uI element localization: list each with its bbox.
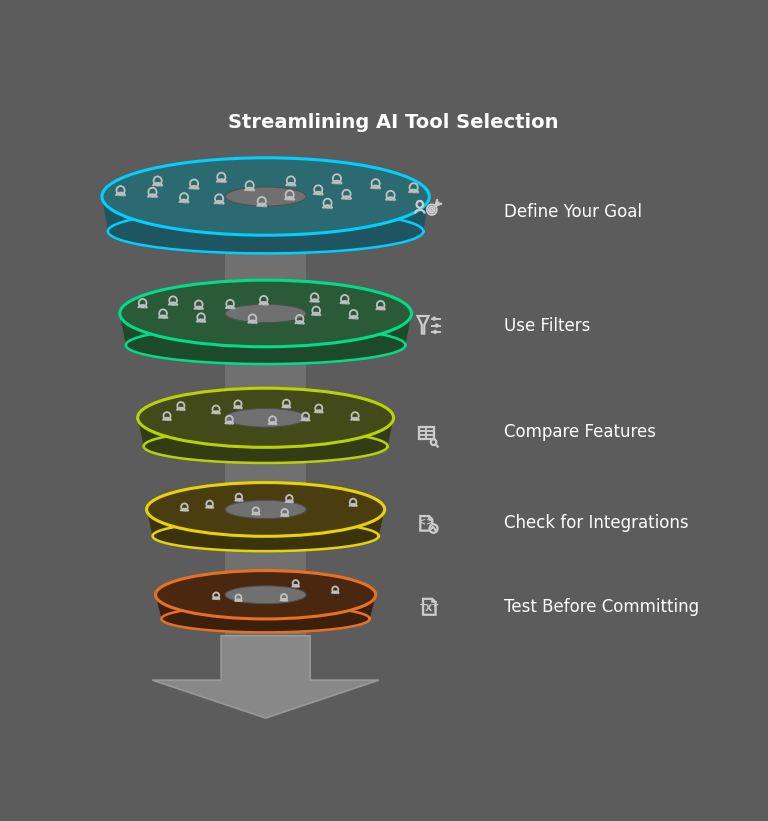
Polygon shape [225,619,306,639]
Polygon shape [212,411,220,415]
Polygon shape [252,512,260,516]
Ellipse shape [120,280,412,346]
Text: Compare Features: Compare Features [504,423,656,441]
Ellipse shape [225,404,306,432]
Polygon shape [225,536,306,594]
Polygon shape [206,506,214,509]
Circle shape [429,525,438,533]
Polygon shape [102,196,429,254]
Ellipse shape [225,187,306,206]
Polygon shape [280,599,287,602]
Polygon shape [226,306,235,310]
Polygon shape [351,418,359,421]
Polygon shape [194,306,204,310]
Polygon shape [295,321,304,325]
Polygon shape [286,183,296,187]
Polygon shape [177,408,185,411]
Polygon shape [197,319,206,323]
Ellipse shape [225,586,306,603]
Polygon shape [376,307,386,311]
Ellipse shape [155,571,376,619]
Text: Check for Integrations: Check for Integrations [504,514,688,532]
Circle shape [434,331,436,333]
Ellipse shape [225,300,306,328]
Polygon shape [233,406,242,410]
Ellipse shape [102,158,429,235]
Polygon shape [342,196,351,200]
Polygon shape [155,594,376,632]
Polygon shape [168,302,177,306]
Polygon shape [245,188,254,191]
Polygon shape [315,410,323,414]
Polygon shape [409,190,419,194]
Ellipse shape [225,581,306,608]
Text: Test Before Committing: Test Before Committing [504,598,699,616]
Text: Use Filters: Use Filters [504,317,590,335]
Text: <>: <> [419,517,435,527]
Polygon shape [225,232,306,314]
Text: TXT: TXT [419,604,439,613]
Polygon shape [257,204,266,208]
Ellipse shape [147,483,385,536]
Polygon shape [281,514,289,517]
Ellipse shape [225,408,306,427]
Ellipse shape [225,496,306,523]
Polygon shape [386,197,396,201]
Polygon shape [286,500,293,503]
Polygon shape [235,599,242,603]
Polygon shape [138,305,147,309]
Polygon shape [349,504,357,507]
Circle shape [433,317,435,320]
Polygon shape [371,186,380,190]
Polygon shape [137,418,393,463]
Polygon shape [158,315,167,319]
Polygon shape [225,421,233,425]
Circle shape [435,324,438,327]
Polygon shape [214,201,224,204]
Text: Define Your Goal: Define Your Goal [504,204,642,222]
Polygon shape [268,422,276,425]
Ellipse shape [225,500,306,519]
Polygon shape [285,197,294,201]
Ellipse shape [137,388,393,447]
Polygon shape [152,635,379,718]
Polygon shape [189,186,199,190]
Polygon shape [147,509,385,551]
Ellipse shape [225,305,306,323]
Polygon shape [292,585,300,588]
Polygon shape [332,181,342,185]
Polygon shape [313,192,323,195]
Polygon shape [120,314,412,364]
Polygon shape [340,301,349,305]
Polygon shape [217,179,227,183]
Text: Streamlining AI Tool Selection: Streamlining AI Tool Selection [228,113,559,132]
Polygon shape [312,313,321,316]
Polygon shape [225,447,306,509]
Polygon shape [282,406,290,409]
Polygon shape [225,345,306,418]
Polygon shape [179,200,189,204]
Polygon shape [163,418,171,421]
Polygon shape [259,302,268,305]
Polygon shape [332,591,339,594]
Polygon shape [180,509,188,511]
Polygon shape [323,205,333,209]
Polygon shape [235,499,243,502]
Polygon shape [147,195,157,198]
Polygon shape [301,418,310,422]
Polygon shape [310,300,319,303]
Polygon shape [349,316,358,319]
Polygon shape [248,320,257,324]
Polygon shape [116,193,125,196]
Polygon shape [213,597,220,600]
Polygon shape [153,183,163,187]
